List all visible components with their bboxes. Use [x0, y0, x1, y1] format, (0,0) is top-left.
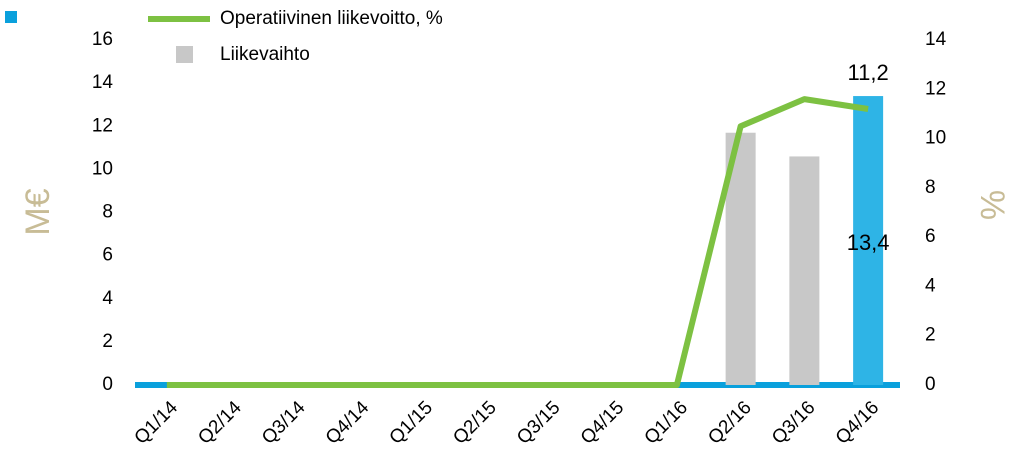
- y-tick-label: 2: [102, 331, 113, 352]
- y-tick-label: 16: [92, 29, 113, 50]
- y-tick-label: 4: [102, 288, 113, 309]
- x-tick-label: Q1/15: [386, 397, 437, 448]
- x-tick-label: Q3/15: [513, 397, 564, 448]
- y-tick-label: 10: [92, 158, 113, 179]
- y-tick-label: 8: [102, 202, 113, 223]
- x-tick-label: Q4/15: [577, 397, 628, 448]
- y-axis-label: M€: [19, 188, 57, 235]
- data-label: 13,4: [847, 230, 890, 255]
- x-tick-label: Q4/14: [322, 397, 374, 449]
- x-tick-label: Q2/14: [194, 397, 246, 449]
- x-tick-label: Q1/16: [641, 397, 692, 448]
- x-tick-label: Q1/14: [131, 397, 183, 449]
- x-tick-label: Q4/16: [832, 397, 883, 448]
- legend-label: Liikevaihto: [220, 44, 310, 65]
- y2-tick-label: 10: [925, 128, 946, 149]
- x-tick-label: Q3/14: [258, 397, 310, 449]
- line: [166, 96, 869, 388]
- data-label: 11,2: [848, 60, 889, 85]
- y2-tick-label: 12: [925, 78, 946, 99]
- y-tick-label: 12: [92, 115, 113, 136]
- y2-tick-label: 4: [925, 275, 936, 296]
- y-tick-label: 6: [102, 245, 113, 266]
- y2-tick-label: 0: [925, 374, 936, 395]
- bar: [789, 156, 820, 385]
- y2-tick-label: 6: [925, 226, 936, 247]
- x-tick-label: Q3/16: [768, 397, 819, 448]
- y2-axis-label: %: [973, 190, 1009, 220]
- x-tick-label: Q2/15: [449, 397, 500, 448]
- x-tick-label: Q2/16: [704, 397, 755, 448]
- legend-swatch: [176, 46, 193, 63]
- y2-tick-label: 8: [925, 177, 936, 198]
- y-tick-label: 0: [102, 374, 113, 395]
- y2-tick-label: 14: [925, 29, 947, 50]
- corner-square: [5, 11, 17, 23]
- bar: [853, 96, 884, 385]
- y-tick-label: 14: [92, 72, 114, 93]
- legend-label: Operatiivinen liikevoitto, %: [220, 8, 443, 29]
- y2-tick-label: 2: [925, 325, 936, 346]
